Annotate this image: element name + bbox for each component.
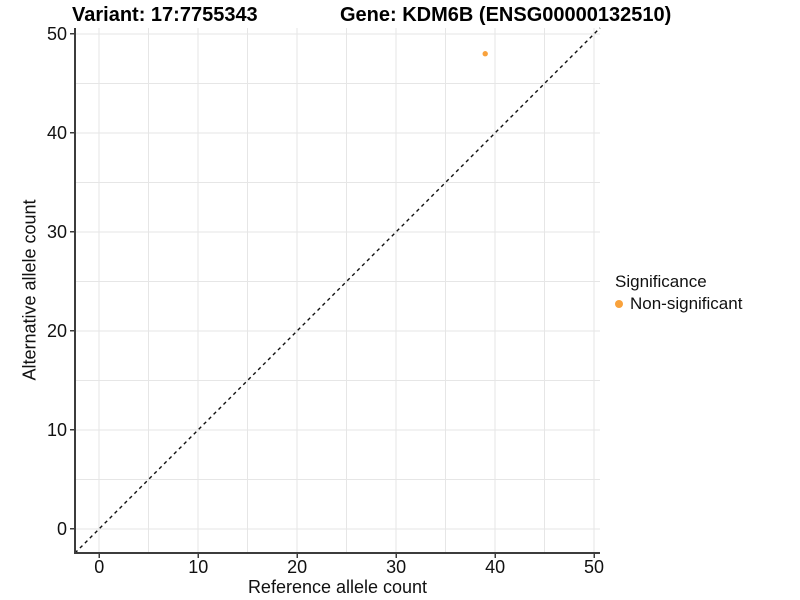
legend-item-label: Non-significant — [630, 294, 743, 313]
x-tick-label: 10 — [188, 557, 208, 577]
x-tick-label: 30 — [386, 557, 406, 577]
y-tick-label: 50 — [47, 24, 67, 44]
legend-title: Significance — [615, 272, 707, 291]
plot-title-variant: Variant: 17:7755343 — [72, 4, 258, 26]
y-tick-label: 30 — [47, 222, 67, 242]
legend-items: Non-significant — [615, 294, 742, 314]
y-tick-label: 40 — [47, 123, 67, 143]
x-tick-label: 50 — [584, 557, 604, 577]
plot-title-gene: Gene: KDM6B (ENSG00000132510) — [340, 4, 672, 26]
y-axis-title: Alternative allele count — [19, 199, 40, 381]
legend-item: Non-significant — [615, 294, 742, 314]
data-point — [482, 51, 488, 57]
legend-marker-icon — [615, 300, 623, 308]
x-axis-title: Reference allele count — [247, 577, 428, 597]
x-tick-label: 0 — [94, 557, 104, 577]
legend: Significance Non-significant — [615, 272, 742, 314]
x-tick-label: 40 — [485, 557, 505, 577]
y-tick-label: 10 — [47, 420, 67, 440]
x-tick-label: 20 — [287, 557, 307, 577]
axis-lines — [74, 28, 600, 554]
identity-line — [74, 27, 601, 554]
y-tick-label: 20 — [47, 321, 67, 341]
y-tick-label: 0 — [57, 519, 67, 539]
